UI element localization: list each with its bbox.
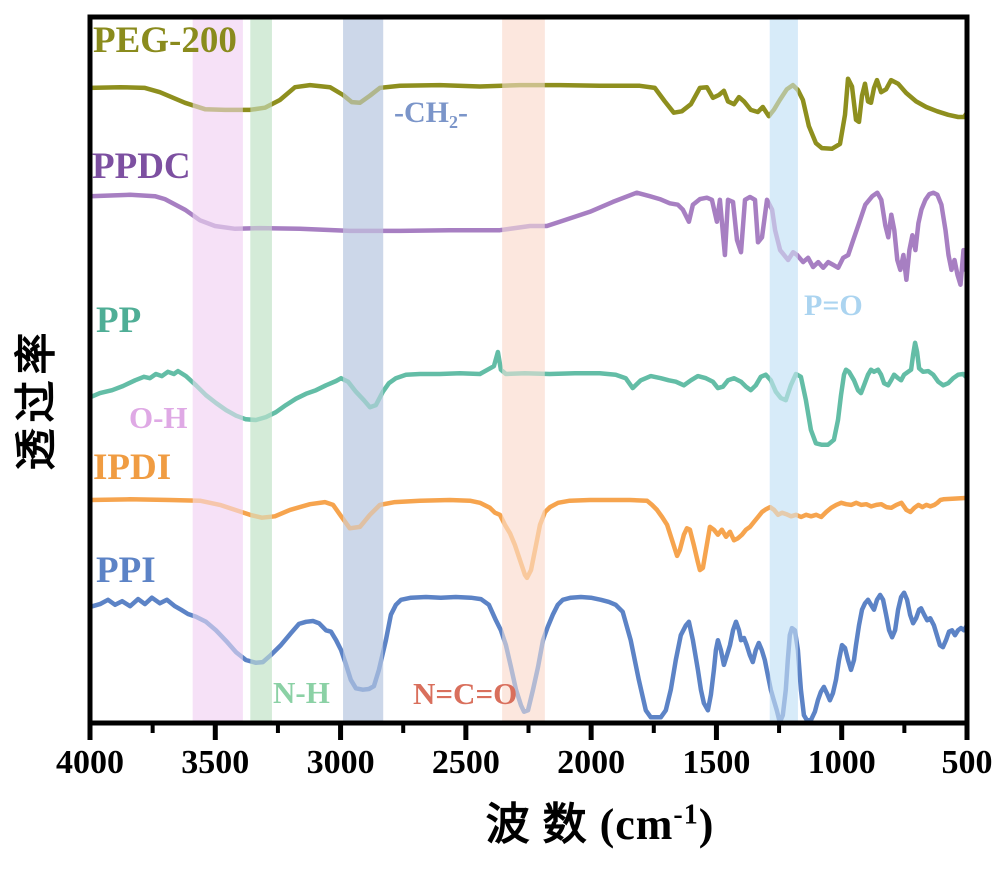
band-overlay-n-c-o-band	[502, 15, 545, 723]
curve-peg-200	[87, 76, 970, 152]
series-label-ppdc: PPDC	[92, 146, 191, 187]
series-label-peg-200: PEG-200	[93, 20, 237, 61]
x-axis-title-superscript: -1	[673, 799, 699, 831]
curve-ipdi	[87, 495, 970, 581]
series-label-ipdi: IPDI	[93, 447, 172, 488]
x-axis-title: 波 数 (cm-1)	[400, 788, 800, 852]
x-tick-label-1000: 1000	[808, 744, 876, 781]
x-tick-label-2500: 2500	[432, 744, 500, 781]
x-tick-label-2000: 2000	[557, 744, 625, 781]
band-overlay-ch2-band	[343, 15, 384, 723]
annotation-o-h: O-H	[129, 400, 188, 435]
annotation-ch: -CH₂-	[394, 96, 468, 129]
annotation-n-c-o: N=C=O	[413, 676, 518, 711]
x-axis-title-close: )	[698, 800, 715, 849]
y-axis-title: 透过率	[14, 326, 61, 471]
series-label-pp: PP	[96, 300, 142, 341]
band-overlay-p-o-band	[769, 15, 798, 723]
band-overlay-o-h-band	[192, 15, 243, 723]
x-tick-label-500: 500	[942, 744, 993, 781]
x-tick-label-1500: 1500	[682, 744, 750, 781]
x-axis-title-text: 波 数 (cm	[485, 800, 674, 849]
curve-ppi	[87, 590, 970, 725]
series-label-ppi: PPI	[96, 550, 156, 591]
annotation-n-h: N-H	[273, 675, 330, 710]
annotation-p-o: P=O	[804, 289, 863, 322]
x-tick-label-4000: 4000	[56, 744, 124, 781]
x-tick-label-3500: 3500	[181, 744, 249, 781]
x-tick-label-3000: 3000	[307, 744, 375, 781]
band-overlay-n-h-band	[250, 15, 272, 723]
